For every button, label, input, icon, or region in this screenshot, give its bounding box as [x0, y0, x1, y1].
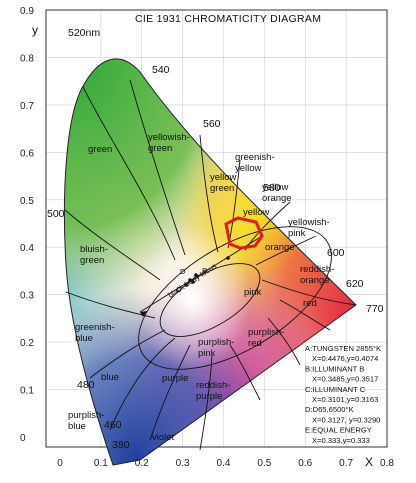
point-a: [226, 256, 230, 260]
wavelength-label: 460: [104, 419, 122, 431]
legend-line: X=0.4476,y=0.4074: [312, 354, 378, 363]
region-label: yellow: [243, 207, 270, 218]
wavelength-label: 600: [327, 247, 345, 259]
x-tick-label: 0.6: [298, 458, 312, 469]
point-b: [194, 273, 198, 277]
point-label-c: C: [176, 285, 182, 294]
y-tick-label: 0.7: [20, 101, 34, 112]
region-label: yellow orange: [262, 182, 292, 204]
legend-line: X=0.333,y=0.333: [312, 436, 370, 445]
legend-line: X=0.3485,y=0.3517: [312, 375, 378, 384]
y-tick-label: 0.5: [20, 196, 34, 207]
x-tick-label: 0.3: [176, 458, 190, 469]
legend-line: C:ILLUMINANT C: [305, 385, 366, 394]
region-label: bluish-green: [80, 244, 108, 266]
y-tick-label: 0.1: [20, 386, 34, 397]
legend-line: E:EQUAL ENERGY: [305, 426, 372, 435]
wavelength-label: 500: [47, 208, 65, 220]
illuminant-legend: A:TUNGSTEN 2855°KX=0.4476,y=0.4074B:ILLU…: [305, 344, 381, 445]
region-label: greenish-yellow: [235, 152, 275, 174]
region-label: green: [88, 144, 112, 155]
region-label: pink: [244, 287, 262, 298]
legend-line: X=0.3101,y=0.3163: [312, 395, 378, 404]
y-tick-label: 0.9: [20, 6, 34, 17]
wavelength-labels: 520nm 540 560 580 600 620 770 500 480 460 380: [47, 27, 384, 451]
x-tick-label: 0.1: [94, 458, 108, 469]
point-d: [188, 278, 192, 282]
x-axis-label: X: [365, 455, 373, 469]
point-label-b: B: [202, 266, 207, 275]
region-label: purplish-pink: [198, 337, 234, 359]
wavelength-label: 520nm: [68, 27, 100, 39]
point-label-d: D: [180, 267, 186, 276]
spectral-locus: [63, 58, 357, 466]
y-tick-label: 0: [20, 433, 26, 444]
y-tick-label: 0.8: [20, 53, 34, 64]
legend-line: X=0.3127, y=0.3290: [312, 415, 380, 424]
region-label: blue: [101, 372, 119, 383]
region-label: yellowish-pink: [288, 217, 330, 239]
point-e: [191, 280, 195, 284]
y-axis-label: y: [32, 23, 38, 37]
region-label: yellowish-green: [148, 132, 190, 154]
y-tick-label: 0.4: [20, 243, 34, 254]
x-axis-ticks: 0 0.1 0.2 0.3 0.4 0.5 0.6 0.7 0.8: [57, 458, 394, 469]
region-label: purplish-red: [248, 327, 284, 349]
x-tick-label: 0.2: [135, 458, 149, 469]
region-label: greenish-blue: [75, 322, 115, 344]
legend-line: D:D65,6500°K: [305, 405, 354, 414]
region-boundaries: [64, 79, 357, 451]
wavelength-label: 380: [112, 439, 130, 451]
highlight-marker: [224, 216, 264, 250]
region-label: violet: [152, 432, 175, 443]
y-tick-label: 0.3: [20, 291, 34, 302]
x-tick-label: 0: [57, 458, 63, 469]
diagram-title: CIE 1931 CHROMATICITY DIAGRAM: [135, 13, 321, 25]
x-tick-label: 0.7: [339, 458, 353, 469]
wavelength-label: 480: [77, 379, 95, 391]
region-label: red: [303, 298, 317, 309]
region-label: reddish-purple: [196, 380, 230, 402]
wavelength-label: 580: [263, 182, 281, 194]
x-tick-label: 0.8: [380, 458, 394, 469]
wavelength-label: 540: [152, 64, 170, 76]
wavelength-label: 770: [366, 303, 384, 315]
y-tick-label: 0.6: [20, 148, 34, 159]
x-tick-label: 0.4: [217, 458, 231, 469]
region-label: purplish-blue: [68, 410, 104, 432]
x-tick-label: 0.5: [257, 458, 271, 469]
legend-line: B:ILLUMINANT B: [305, 364, 364, 373]
region-label: yellow green: [210, 172, 237, 194]
region-label: reddish-orange: [300, 264, 334, 286]
plot-frame: [45, 9, 388, 448]
point-c: [184, 283, 188, 287]
y-axis-ticks: 0 0.1 0.2 0.3 0.4 0.5 0.6 0.7 0.8 0.9: [20, 6, 34, 444]
wavelength-label: 560: [203, 118, 221, 130]
y-tick-label: 0.2: [20, 338, 34, 349]
legend-line: A:TUNGSTEN 2855°K: [305, 344, 381, 353]
region-label: purple: [162, 373, 188, 384]
region-label: orange: [265, 242, 295, 253]
wavelength-label: 620: [346, 278, 364, 290]
